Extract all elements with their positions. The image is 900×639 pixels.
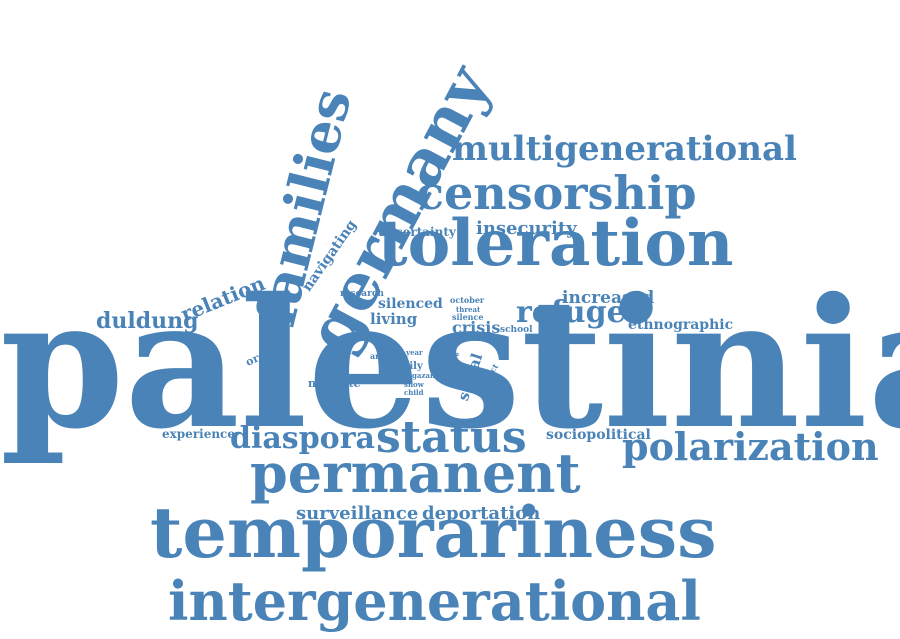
- word-uncertainty: uncertainty: [378, 225, 456, 239]
- word-navigate: navigate: [308, 377, 361, 390]
- word-toleration: toleration: [378, 206, 734, 281]
- word-palestinian: palestinian: [0, 259, 900, 468]
- word-experience: experience: [162, 427, 235, 441]
- word-multigenerational: multigenerational: [452, 129, 797, 169]
- word-sociopolitical: sociopolitical: [546, 427, 651, 443]
- word-silenced: silenced: [378, 296, 443, 312]
- word-deportation: deportation: [422, 503, 541, 524]
- word-permanent: permanent: [250, 441, 581, 505]
- word-diaspora: diaspora: [230, 421, 375, 456]
- word-living: living: [370, 310, 418, 328]
- word-family: family: [388, 361, 423, 372]
- word-school: school: [500, 325, 533, 335]
- word-child: child: [404, 388, 424, 397]
- word-article: article: [370, 351, 400, 361]
- word-october: october: [450, 295, 485, 305]
- word-temporariness: temporariness: [150, 491, 717, 574]
- word-gazan: gazan: [412, 371, 436, 380]
- word-status: status: [376, 412, 527, 463]
- word-polarization: polarization: [622, 424, 879, 469]
- word-threat: threat: [456, 305, 481, 314]
- word-silence: silence: [452, 312, 484, 322]
- word-increased: increased: [562, 288, 655, 308]
- word-ethnographic: ethnographic: [628, 317, 734, 333]
- word-year: year: [406, 348, 423, 357]
- word-intergenerational: intergenerational: [168, 569, 701, 633]
- word-show: show: [404, 380, 424, 389]
- word-crisis: crisis: [452, 318, 501, 337]
- word-insecurity: insecurity: [476, 218, 577, 239]
- word-censorship: censorship: [416, 166, 697, 220]
- word-refugee: refugee: [516, 295, 645, 330]
- word-duldung: duldung: [96, 308, 199, 334]
- word-surveillance: surveillance: [296, 503, 419, 524]
- word-research: research: [340, 289, 384, 299]
